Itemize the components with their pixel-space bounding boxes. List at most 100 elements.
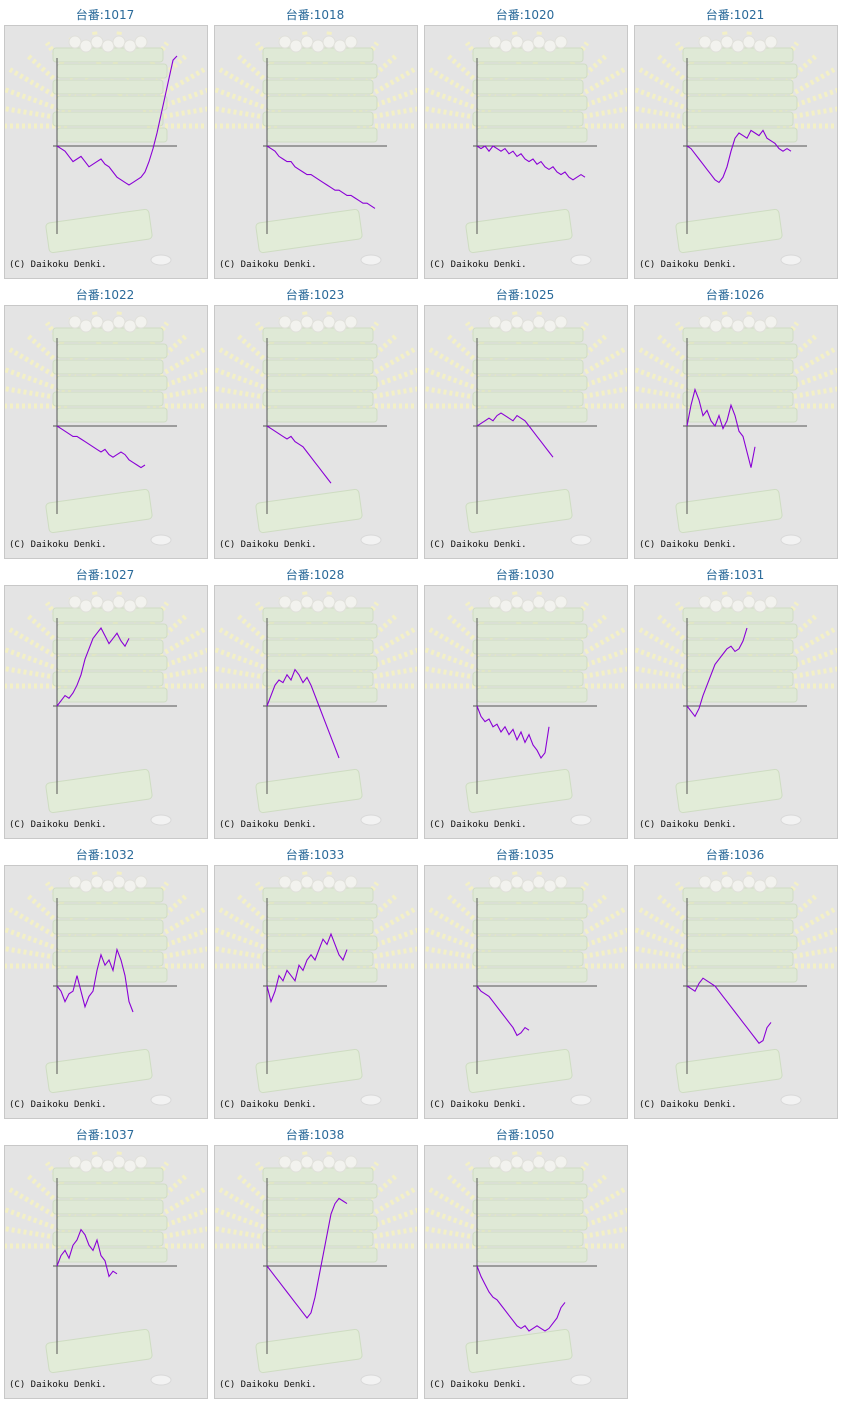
decor-coin xyxy=(780,814,802,826)
machine-graph-cell[interactable]: 台番:1027 (C) Daikoku Denki. xyxy=(0,560,210,839)
decor-bubble xyxy=(720,595,734,609)
machine-graph-cell[interactable]: 台番:1023 (C) Daikoku Denki. xyxy=(210,280,420,559)
decor-box xyxy=(476,903,588,919)
machine-number-title[interactable]: 台番:1050 xyxy=(495,1128,555,1142)
machine-number-title[interactable]: 台番:1030 xyxy=(495,568,555,582)
machine-number-title[interactable]: 台番:1032 xyxy=(75,848,135,862)
decor-tray xyxy=(255,1048,363,1094)
decor-bubble xyxy=(311,879,325,893)
machine-number-title[interactable]: 台番:1036 xyxy=(705,848,765,862)
machine-number-title[interactable]: 台番:1020 xyxy=(495,8,555,22)
decor-bubble xyxy=(521,879,535,893)
decor-box xyxy=(472,111,584,127)
decor-bubble xyxy=(742,595,756,609)
decor-box xyxy=(686,935,798,951)
decor-bubble xyxy=(311,319,325,333)
decor-box xyxy=(472,1199,584,1215)
decor-tray xyxy=(45,488,153,534)
decor-bubble xyxy=(764,35,778,49)
slump-graph xyxy=(635,870,837,1106)
decor-bubble xyxy=(322,595,336,609)
machine-number-title[interactable]: 台番:1018 xyxy=(285,8,345,22)
machine-graph-cell[interactable]: 台番:1028 (C) Daikoku Denki. xyxy=(210,560,420,839)
decor-bubble xyxy=(499,39,513,53)
machine-graph-cell[interactable]: 台番:1022 (C) Daikoku Denki. xyxy=(0,280,210,559)
decor-bubble xyxy=(753,879,767,893)
decor-bubble xyxy=(289,599,303,613)
series-line xyxy=(56,55,178,186)
decor-box xyxy=(262,111,374,127)
copyright-text: (C) Daikoku Denki. xyxy=(9,260,107,270)
decor-bubble xyxy=(68,875,82,889)
decor-bubble xyxy=(112,1155,126,1169)
machine-graph-cell[interactable]: 台番:1030 (C) Daikoku Denki. xyxy=(420,560,630,839)
machine-number-title[interactable]: 台番:1035 xyxy=(495,848,555,862)
decor-box xyxy=(56,127,168,143)
decor-box xyxy=(682,639,794,655)
decor-tray xyxy=(45,1328,153,1374)
machine-number-title[interactable]: 台番:1023 xyxy=(285,288,345,302)
decor-bubble xyxy=(510,875,524,889)
copyright-text: (C) Daikoku Denki. xyxy=(639,820,737,830)
series-line xyxy=(476,412,554,458)
decor-bubble xyxy=(123,599,137,613)
machine-graph-cell[interactable]: 台番:1050 (C) Daikoku Denki. xyxy=(420,1120,630,1399)
decor-bubble xyxy=(101,1159,115,1173)
decor-tray xyxy=(675,1048,783,1094)
graph-frame: (C) Daikoku Denki. xyxy=(424,25,628,279)
machine-graph-cell[interactable]: 台番:1017 (C) Daikoku Denki. xyxy=(0,0,210,279)
graph-frame: (C) Daikoku Denki. xyxy=(214,305,418,559)
decor-box xyxy=(262,1199,374,1215)
decor-bubble xyxy=(554,35,568,49)
decor-box xyxy=(266,1215,378,1231)
decor-tray xyxy=(45,208,153,254)
machine-graph-cell[interactable]: 台番:1036 (C) Daikoku Denki. xyxy=(630,840,840,1119)
machine-number-title[interactable]: 台番:1027 xyxy=(75,568,135,582)
machine-number-title[interactable]: 台番:1038 xyxy=(285,1128,345,1142)
machine-number-title[interactable]: 台番:1022 xyxy=(75,288,135,302)
machine-graph-cell[interactable]: 台番:1038 (C) Daikoku Denki. xyxy=(210,1120,420,1399)
machine-graph-cell[interactable]: 台番:1037 (C) Daikoku Denki. xyxy=(0,1120,210,1399)
machine-graph-cell[interactable]: 台番:1031 (C) Daikoku Denki. xyxy=(630,560,840,839)
decor-box xyxy=(476,375,588,391)
machine-number-title[interactable]: 台番:1025 xyxy=(495,288,555,302)
machine-graph-cell[interactable]: 台番:1018 (C) Daikoku Denki. xyxy=(210,0,420,279)
machine-number-title[interactable]: 台番:1031 xyxy=(705,568,765,582)
decor-bubble xyxy=(510,595,524,609)
decor-coin xyxy=(360,814,382,826)
machine-graph-cell[interactable]: 台番:1033 (C) Daikoku Denki. xyxy=(210,840,420,1119)
decor-bubble xyxy=(311,599,325,613)
decor-bubble xyxy=(344,875,358,889)
copyright-text: (C) Daikoku Denki. xyxy=(219,820,317,830)
machine-number-title[interactable]: 台番:1017 xyxy=(75,8,135,22)
slump-graph xyxy=(5,1150,207,1386)
machine-graph-cell[interactable]: 台番:1021 (C) Daikoku Denki. xyxy=(630,0,840,279)
machine-graph-cell[interactable]: 台番:1035 (C) Daikoku Denki. xyxy=(420,840,630,1119)
decor-bubble xyxy=(742,315,756,329)
machine-graph-cell[interactable]: 台番:1025 (C) Daikoku Denki. xyxy=(420,280,630,559)
machine-graph-cell[interactable]: 台番:1032 (C) Daikoku Denki. xyxy=(0,840,210,1119)
machine-number-title[interactable]: 台番:1021 xyxy=(705,8,765,22)
machine-graph-cell[interactable]: 台番:1026 (C) Daikoku Denki. xyxy=(630,280,840,559)
graph-frame: (C) Daikoku Denki. xyxy=(634,305,838,559)
machine-graph-cell[interactable]: 台番:1020 (C) Daikoku Denki. xyxy=(420,0,630,279)
machine-number-title[interactable]: 台番:1033 xyxy=(285,848,345,862)
machine-number-title[interactable]: 台番:1037 xyxy=(75,1128,135,1142)
decor-bubble xyxy=(322,875,336,889)
machine-number-title[interactable]: 台番:1028 xyxy=(285,568,345,582)
decor-bubble xyxy=(720,315,734,329)
decor-coin xyxy=(360,1094,382,1106)
graph-frame: (C) Daikoku Denki. xyxy=(424,1145,628,1399)
decor-box xyxy=(472,359,584,375)
decor-bubble xyxy=(488,595,502,609)
decor-bubble xyxy=(488,315,502,329)
machine-number-title[interactable]: 台番:1026 xyxy=(705,288,765,302)
decor-bubble xyxy=(68,35,82,49)
slump-graph xyxy=(215,870,417,1106)
decor-coin xyxy=(780,254,802,266)
slump-graph xyxy=(215,590,417,826)
decor-bubble xyxy=(344,595,358,609)
decor-bubble xyxy=(499,879,513,893)
decor-bubble xyxy=(134,875,148,889)
